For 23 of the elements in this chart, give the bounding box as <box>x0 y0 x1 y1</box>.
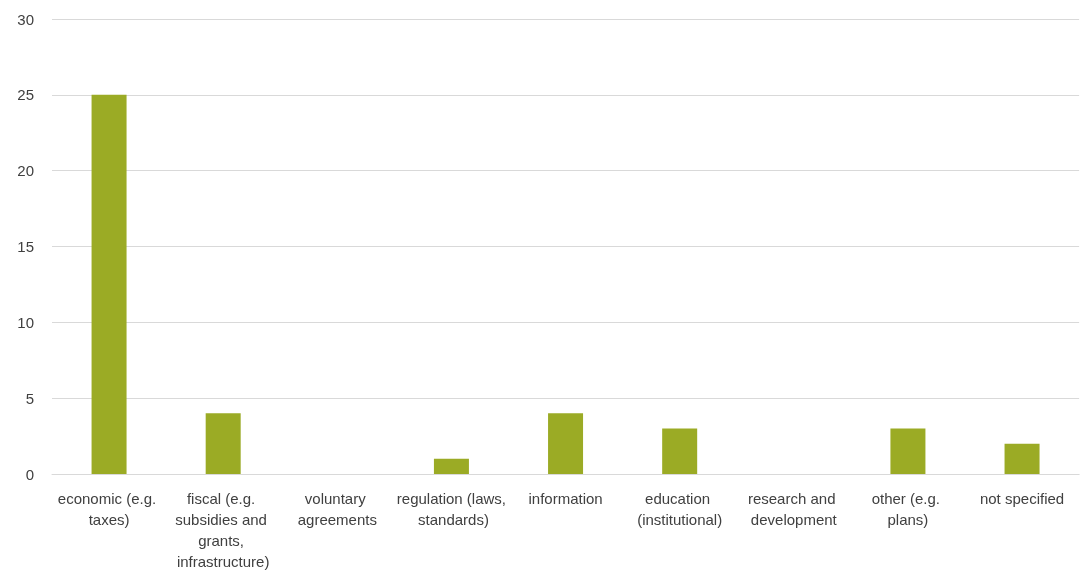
bar <box>91 94 127 474</box>
x-tick-label: not specified <box>979 490 1065 507</box>
y-tick-label: 30 <box>17 10 34 28</box>
bar <box>548 413 584 474</box>
x-tick-label: fiscal (e.g. subsidies and grants, infrastructure) <box>175 490 272 570</box>
x-tick-label: regulation (laws, standards) <box>396 490 507 528</box>
x-tick-label: economic (e.g. taxes) <box>57 490 161 528</box>
x-tick-label: research and development <box>747 490 840 528</box>
y-tick-label: 20 <box>17 162 34 180</box>
bar <box>662 428 698 474</box>
x-tick-label: voluntary agreements <box>297 490 377 528</box>
bar <box>890 428 926 474</box>
y-tick-label: 0 <box>25 465 34 483</box>
x-tick-label: information <box>528 490 603 507</box>
y-tick-label: 25 <box>17 86 34 104</box>
y-tick-label: 10 <box>17 313 34 331</box>
bar <box>205 413 241 474</box>
bar <box>1004 443 1040 474</box>
x-tick-label: other (e.g. plans) <box>871 490 945 528</box>
y-tick-label: 5 <box>25 389 34 407</box>
bar <box>433 458 469 474</box>
y-tick-label: 15 <box>17 238 34 255</box>
x-tick-label: education (institutional) <box>637 490 723 528</box>
